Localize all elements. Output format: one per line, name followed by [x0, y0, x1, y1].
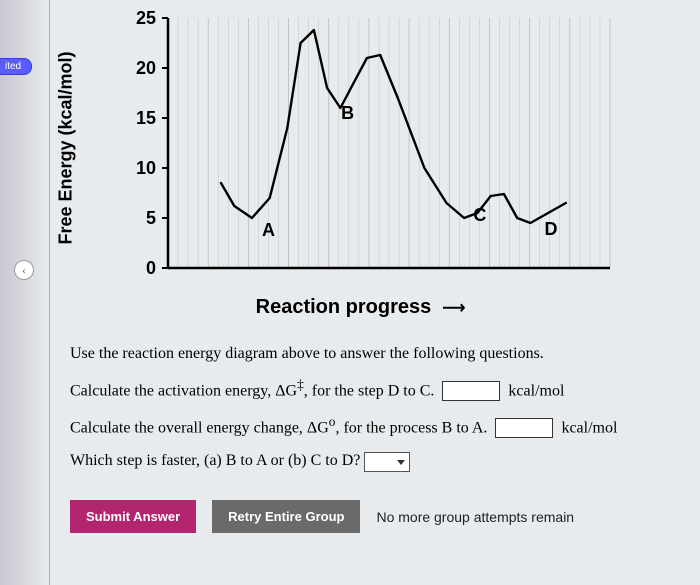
- q2-post: , for the process B to A.: [335, 419, 487, 436]
- svg-text:25: 25: [136, 8, 156, 28]
- q1-post: , for the step D to C.: [304, 382, 435, 399]
- svg-text:5: 5: [146, 208, 156, 228]
- energy-diagram-chart: Free Energy (kcal/mol) 0510152025ABCD: [110, 8, 630, 288]
- content-area: Free Energy (kcal/mol) 0510152025ABCD Re…: [60, 8, 690, 533]
- question-3: Which step is faster, (a) B to A or (b) …: [70, 444, 690, 478]
- q1-sup: ‡: [297, 377, 304, 392]
- svg-text:A: A: [262, 220, 275, 240]
- q2-unit: kcal/mol: [561, 419, 617, 436]
- chart-svg: 0 5 10 15 20 25 A B C D: [110, 8, 630, 288]
- retry-group-button[interactable]: Retry Entire Group: [212, 500, 360, 533]
- scroll-chevron-icon[interactable]: ‹: [14, 260, 34, 280]
- x-axis-label: Reaction progress ⟶: [150, 296, 570, 319]
- submit-answer-button[interactable]: Submit Answer: [70, 500, 196, 533]
- intro-text: Use the reaction energy diagram above to…: [70, 337, 690, 371]
- arrow-icon: ⟶: [442, 300, 464, 317]
- q1-unit: kcal/mol: [508, 382, 564, 399]
- attempts-remaining-text: No more group attempts remain: [376, 509, 574, 525]
- x-axis-text: Reaction progress: [256, 296, 432, 318]
- svg-text:B: B: [341, 103, 354, 123]
- svg-text:C: C: [473, 205, 486, 225]
- q2-answer-input[interactable]: [495, 418, 553, 438]
- q2-pre: Calculate the overall energy change, ΔG: [70, 419, 329, 436]
- question-1: Calculate the activation energy, ΔG‡, fo…: [70, 371, 690, 408]
- q1-pre: Calculate the activation energy, ΔG: [70, 382, 297, 399]
- svg-text:15: 15: [136, 108, 156, 128]
- q1-answer-input[interactable]: [442, 381, 500, 401]
- left-rail: ited ‹: [0, 0, 50, 585]
- svg-text:D: D: [544, 219, 557, 239]
- question-block: Use the reaction energy diagram above to…: [70, 337, 690, 478]
- status-pill: ited: [0, 58, 32, 75]
- svg-text:0: 0: [146, 258, 156, 278]
- q3-select[interactable]: [364, 452, 410, 472]
- y-axis-label: Free Energy (kcal/mol): [56, 51, 77, 244]
- svg-text:20: 20: [136, 58, 156, 78]
- svg-text:10: 10: [136, 158, 156, 178]
- q3-text: Which step is faster, (a) B to A or (b) …: [70, 452, 360, 469]
- button-row: Submit Answer Retry Entire Group No more…: [70, 500, 690, 533]
- question-2: Calculate the overall energy change, ΔGo…: [70, 408, 690, 445]
